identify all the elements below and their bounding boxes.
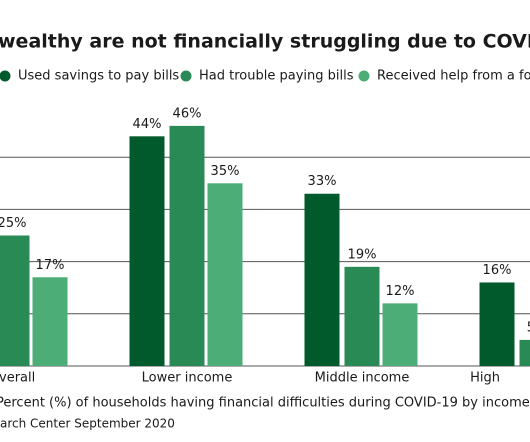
x-tick-label: Lower income [142, 371, 233, 386]
legend-label: Had trouble paying bills [199, 69, 354, 84]
bar [382, 303, 418, 366]
data-label: 5% [527, 320, 530, 335]
data-label: 33% [308, 174, 337, 189]
bar [129, 136, 165, 366]
x-axis-label: Percent (%) of households having financi… [0, 396, 530, 411]
bar [519, 339, 530, 366]
data-label: 16% [483, 263, 512, 278]
data-label: 12% [386, 284, 415, 299]
legend-marker [0, 70, 11, 82]
bar [479, 282, 515, 366]
bar [304, 193, 340, 366]
bar [169, 125, 205, 366]
legend-marker [180, 70, 192, 82]
bar [0, 235, 30, 366]
data-label: 46% [173, 106, 202, 121]
bar [344, 266, 380, 366]
data-label: 44% [133, 117, 162, 132]
chart-title: wealthy are not financially struggling d… [0, 31, 530, 53]
legend-label: Received help from a fo [377, 69, 530, 84]
data-label: 25% [0, 216, 26, 231]
x-tick-label: Overall [0, 371, 35, 386]
data-label: 17% [36, 258, 65, 273]
x-tick-label: High [470, 371, 500, 386]
bar [32, 277, 68, 366]
x-tick-label: Middle income [315, 371, 410, 386]
data-label: 35% [211, 164, 240, 179]
legend-marker [358, 70, 370, 82]
source: arch Center September 2020 [0, 417, 175, 431]
legend-label: Used savings to pay bills [18, 69, 179, 84]
data-label: 19% [348, 247, 377, 262]
bar [207, 183, 243, 366]
